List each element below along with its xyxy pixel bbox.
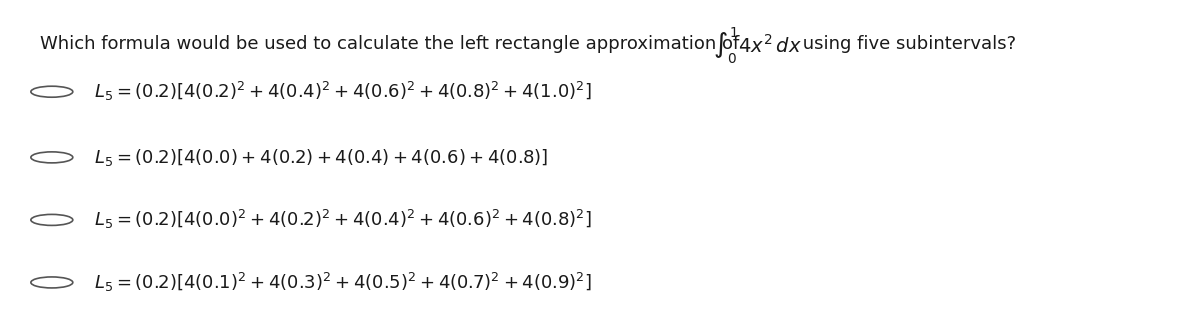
Text: $L_5 = (0.2)[4(0.0) + 4(0.2) + 4(0.4) + 4(0.6) + 4(0.8)]$: $L_5 = (0.2)[4(0.0) + 4(0.2) + 4(0.4) + …	[94, 147, 548, 168]
Text: using five subintervals?: using five subintervals?	[797, 35, 1015, 53]
Text: $L_5 = (0.2)[4(0.0)^2 + 4(0.2)^2 + 4(0.4)^2 + 4(0.6)^2 + 4(0.8)^2]$: $L_5 = (0.2)[4(0.0)^2 + 4(0.2)^2 + 4(0.4…	[94, 208, 592, 231]
Text: $\int_0^1 4x^2\,dx$: $\int_0^1 4x^2\,dx$	[713, 26, 802, 66]
Text: Which formula would be used to calculate the left rectangle approximation of: Which formula would be used to calculate…	[40, 35, 739, 53]
Text: $L_5 = (0.2)[4(0.1)^2 + 4(0.3)^2 + 4(0.5)^2 + 4(0.7)^2 + 4(0.9)^2]$: $L_5 = (0.2)[4(0.1)^2 + 4(0.3)^2 + 4(0.5…	[94, 271, 592, 294]
Text: $L_5 = (0.2)[4(0.2)^2 + 4(0.4)^2 + 4(0.6)^2 + 4(0.8)^2 + 4(1.0)^2]$: $L_5 = (0.2)[4(0.2)^2 + 4(0.4)^2 + 4(0.6…	[94, 80, 592, 103]
